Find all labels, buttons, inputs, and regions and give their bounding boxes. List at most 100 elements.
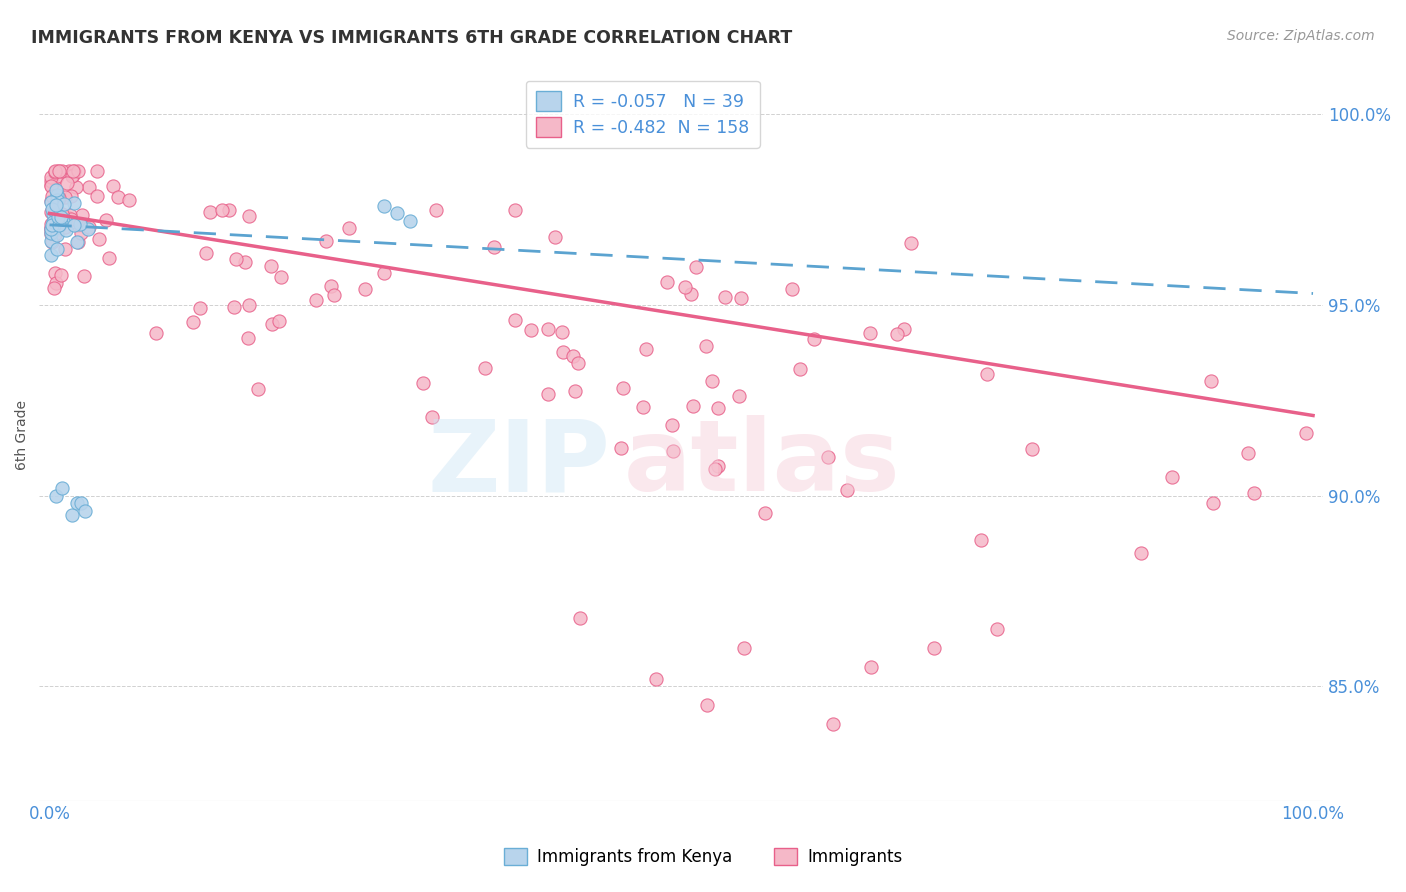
Point (564, 384, 586, 398)
Point (246, 382, 269, 396)
Point (39, 170, 62, 185)
Point (51, 214, 73, 228)
Point (422, 409, 444, 424)
Point (58, 212, 80, 227)
Point (633, 400, 655, 414)
Point (645, 672, 668, 686)
Point (262, 317, 284, 331)
Point (695, 339, 717, 353)
Point (789, 362, 811, 376)
Point (893, 322, 915, 336)
Point (44, 164, 66, 178)
Point (503, 202, 526, 217)
Point (118, 193, 141, 207)
Point (42, 280, 65, 294)
Point (315, 235, 337, 249)
Legend: Immigrants from Kenya, Immigrants: Immigrants from Kenya, Immigrants (496, 841, 910, 873)
Point (235, 254, 257, 268)
Point (48, 164, 70, 178)
Point (373, 266, 395, 280)
Point (569, 610, 592, 624)
Point (77, 222, 100, 236)
Point (39, 179, 62, 194)
Point (703, 462, 725, 476)
Point (66, 218, 89, 232)
Point (60, 212, 83, 227)
Point (59, 208, 82, 222)
Text: IMMIGRANTS FROM KENYA VS IMMIGRANTS 6TH GRADE CORRELATION CHART: IMMIGRANTS FROM KENYA VS IMMIGRANTS 6TH … (31, 29, 792, 46)
Point (45, 198, 67, 212)
Point (385, 206, 408, 220)
Point (211, 202, 233, 217)
Point (817, 450, 839, 465)
Point (503, 312, 526, 326)
Text: Source: ZipAtlas.com: Source: ZipAtlas.com (1227, 29, 1375, 43)
Point (48, 191, 70, 205)
Point (55, 190, 77, 204)
Point (537, 322, 560, 336)
Point (103, 179, 125, 194)
Point (1295, 426, 1317, 441)
Point (39, 217, 62, 231)
Point (39, 227, 62, 241)
Point (661, 444, 683, 458)
Point (49, 206, 72, 220)
Point (48, 218, 70, 232)
Point (75, 219, 97, 234)
Point (44, 193, 66, 207)
Point (41, 235, 63, 249)
Point (49, 211, 72, 225)
Point (218, 202, 240, 217)
Point (986, 622, 1008, 636)
Point (46, 187, 69, 202)
Point (44, 164, 66, 178)
Point (62, 164, 84, 178)
Point (236, 331, 259, 345)
Point (1202, 496, 1225, 510)
Point (44, 227, 66, 242)
Point (537, 386, 560, 401)
Point (238, 210, 260, 224)
Point (55, 223, 77, 237)
Point (66, 235, 89, 250)
Point (661, 418, 683, 433)
Point (188, 301, 211, 315)
Point (45, 276, 67, 290)
Point (45, 489, 67, 503)
Point (44, 203, 66, 218)
Point (41, 205, 63, 219)
Point (46, 211, 69, 225)
Point (655, 275, 678, 289)
Point (53, 212, 76, 227)
Point (41, 220, 63, 235)
Point (66, 164, 89, 178)
Point (60, 508, 83, 522)
Point (900, 236, 922, 251)
Point (610, 441, 633, 455)
Point (39, 234, 62, 248)
Point (60, 169, 83, 183)
Point (267, 314, 290, 328)
Point (859, 326, 882, 340)
Point (696, 698, 718, 713)
Text: ZIP: ZIP (427, 416, 610, 512)
Point (45, 228, 67, 243)
Point (922, 641, 945, 656)
Point (39, 226, 62, 240)
Point (733, 641, 755, 656)
Point (60, 215, 83, 229)
Point (482, 240, 505, 254)
Point (87, 232, 110, 246)
Point (970, 533, 993, 547)
Point (46, 222, 69, 236)
Point (706, 459, 728, 474)
Point (77, 179, 100, 194)
Point (70, 227, 93, 241)
Point (551, 325, 574, 339)
Point (1243, 485, 1265, 500)
Point (39, 224, 62, 238)
Point (39, 178, 62, 192)
Point (225, 252, 247, 266)
Point (612, 380, 634, 394)
Point (41, 189, 63, 203)
